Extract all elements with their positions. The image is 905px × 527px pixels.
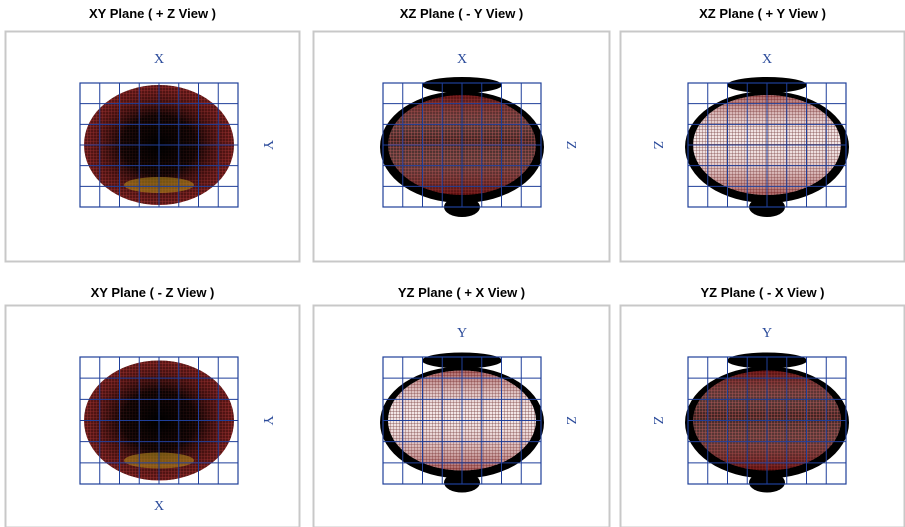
axis-label: Y (762, 326, 772, 341)
panel-title: XZ Plane ( - Y View ) (400, 6, 524, 21)
panel-title: XY Plane ( - Z View ) (91, 285, 215, 300)
panel-title: XY Plane ( + Z View ) (89, 6, 216, 21)
view-panel: XZ Plane ( - Y View ) X Z (312, 6, 611, 263)
view-panel: XZ Plane ( + Y View ) X Z (619, 6, 905, 263)
view-panel: XY Plane ( - Z View ) X Y (4, 285, 301, 527)
view-panel: YZ Plane ( + X View ) Y Z (312, 285, 611, 527)
axis-label: Z (563, 141, 578, 150)
axis-label: Y (457, 326, 467, 341)
view-panel: YZ Plane ( - X View ) Y Z (619, 285, 905, 527)
axis-label: Y (260, 140, 275, 150)
panel-title: YZ Plane ( + X View ) (398, 285, 525, 300)
panel-title: YZ Plane ( - X View ) (700, 285, 824, 300)
axis-label: Z (650, 141, 665, 150)
axis-label: X (154, 52, 164, 67)
axis-label: X (154, 499, 164, 514)
axis-label: X (762, 52, 772, 67)
view-panel: XY Plane ( + Z View ) X Y (4, 6, 301, 263)
axis-label: X (457, 52, 467, 67)
axis-label: Y (260, 415, 275, 425)
axis-label: Z (563, 416, 578, 425)
axis-label: Z (650, 416, 665, 425)
panel-title: XZ Plane ( + Y View ) (699, 6, 826, 21)
